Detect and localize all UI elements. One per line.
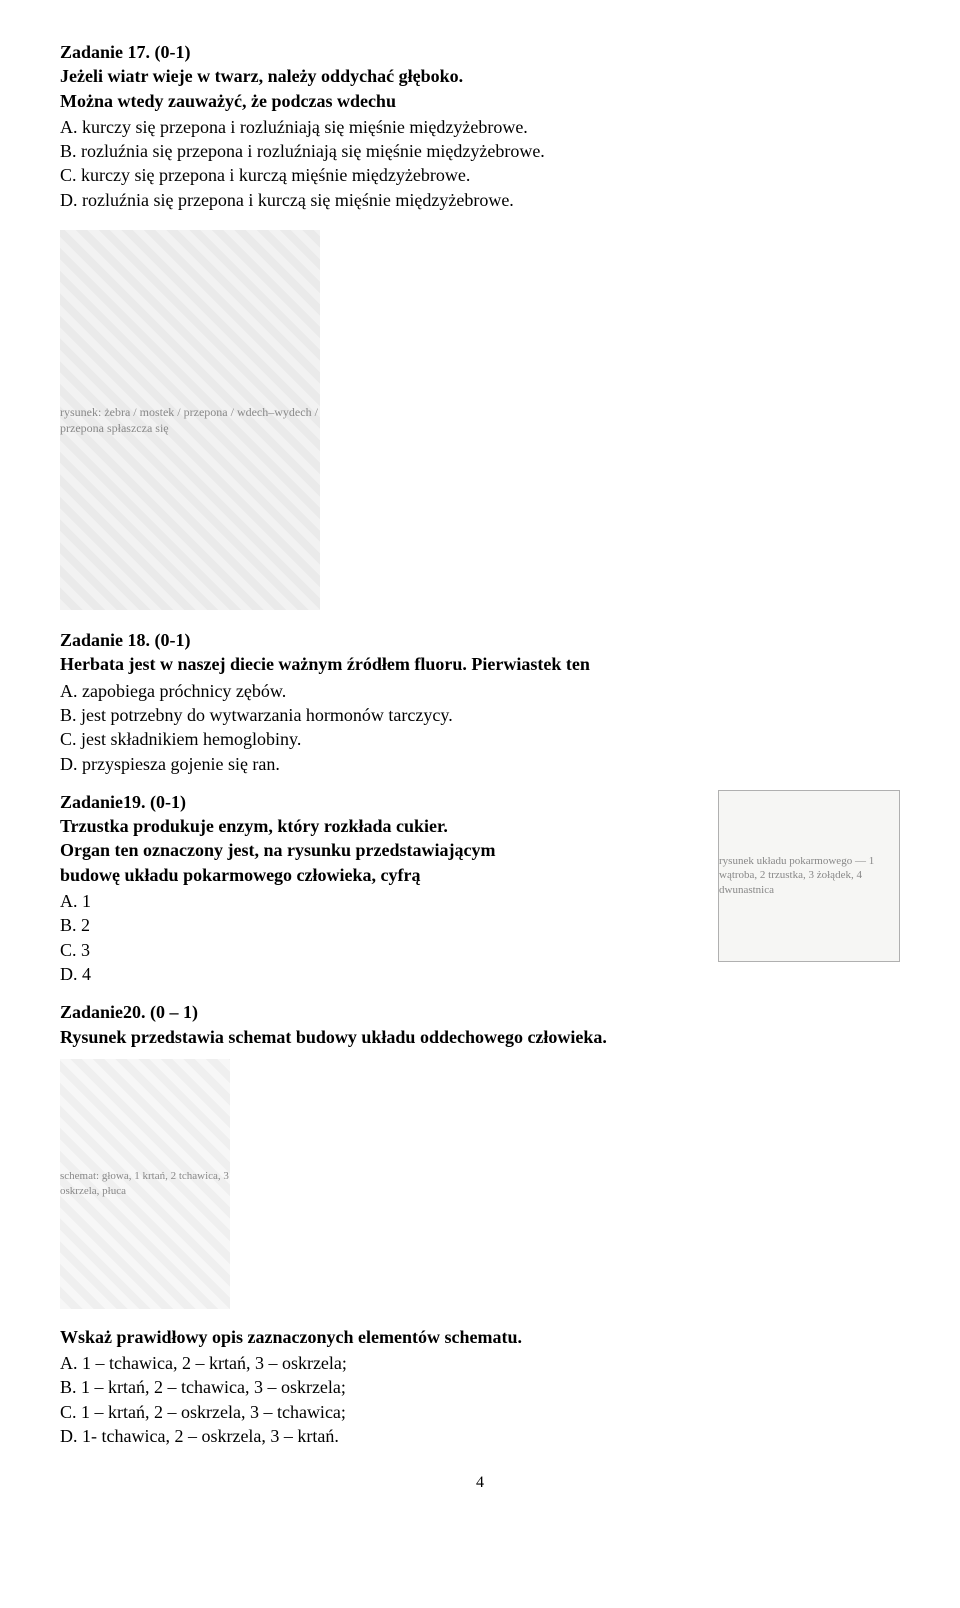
task20-question: Rysunek przedstawia schemat budowy układ… (60, 1025, 900, 1049)
task18-option-c: C. jest składnikiem hemoglobiny. (60, 727, 900, 751)
task19-option-d: D. 4 (60, 962, 688, 986)
task19-question-line2: Organ ten oznaczony jest, na rysunku prz… (60, 838, 688, 862)
task17-question-line2: Można wtedy zauważyć, że podczas wdechu (60, 89, 900, 113)
task17-option-a: A. kurczy się przepona i rozluźniają się… (60, 115, 900, 139)
task20-option-c: C. 1 – krtań, 2 – oskrzela, 3 – tchawica… (60, 1400, 900, 1424)
digestive-system-diagram-icon: rysunek układu pokarmowego — 1 wątroba, … (718, 790, 900, 962)
task17-question-line1: Jeżeli wiatr wieje w twarz, należy oddyc… (60, 64, 900, 88)
task18-option-a: A. zapobiega próchnicy zębów. (60, 679, 900, 703)
task20-option-b: B. 1 – krtań, 2 – tchawica, 3 – oskrzela… (60, 1375, 900, 1399)
task17-option-c: C. kurczy się przepona i kurczą mięśnie … (60, 163, 900, 187)
task20-option-a: A. 1 – tchawica, 2 – krtań, 3 – oskrzela… (60, 1351, 900, 1375)
task20-subquestion: Wskaż prawidłowy opis zaznaczonych eleme… (60, 1325, 900, 1349)
task17-options: A. kurczy się przepona i rozluźniają się… (60, 115, 900, 212)
task20-options: A. 1 – tchawica, 2 – krtań, 3 – oskrzela… (60, 1351, 900, 1448)
task17-option-b: B. rozluźnia się przepona i rozluźniają … (60, 139, 900, 163)
task19-option-b: B. 2 (60, 913, 688, 937)
task17-figure: rysunek: żebra / mostek / przepona / wde… (60, 230, 900, 610)
task19-option-c: C. 3 (60, 938, 688, 962)
task19-option-a: A. 1 (60, 889, 688, 913)
task19-options: A. 1 B. 2 C. 3 D. 4 (60, 889, 688, 986)
task20-option-d: D. 1- tchawica, 2 – oskrzela, 3 – krtań. (60, 1424, 900, 1448)
task17-option-d: D. rozluźnia się przepona i kurczą się m… (60, 188, 900, 212)
task17-header: Zadanie 17. (0-1) (60, 40, 900, 64)
task18-question: Herbata jest w naszej diecie ważnym źród… (60, 652, 900, 676)
task19-header: Zadanie19. (0-1) (60, 790, 688, 814)
task19-row: Zadanie19. (0-1) Trzustka produkuje enzy… (60, 790, 900, 1000)
task19-question-line3: budowę układu pokarmowego człowieka, cyf… (60, 863, 688, 887)
task18-option-b: B. jest potrzebny do wytwarzania hormonó… (60, 703, 900, 727)
task18-option-d: D. przyspiesza gojenie się ran. (60, 752, 900, 776)
respiratory-system-diagram-icon: schemat: głowa, 1 krtań, 2 tchawica, 3 o… (60, 1059, 230, 1309)
task19-question-line1: Trzustka produkuje enzym, który rozkłada… (60, 814, 688, 838)
task18-header: Zadanie 18. (0-1) (60, 628, 900, 652)
ribcage-diaphragm-diagram-icon: rysunek: żebra / mostek / przepona / wde… (60, 230, 320, 610)
page-number: 4 (60, 1472, 900, 1494)
task18-options: A. zapobiega próchnicy zębów. B. jest po… (60, 679, 900, 776)
task20-header: Zadanie20. (0 – 1) (60, 1000, 900, 1024)
